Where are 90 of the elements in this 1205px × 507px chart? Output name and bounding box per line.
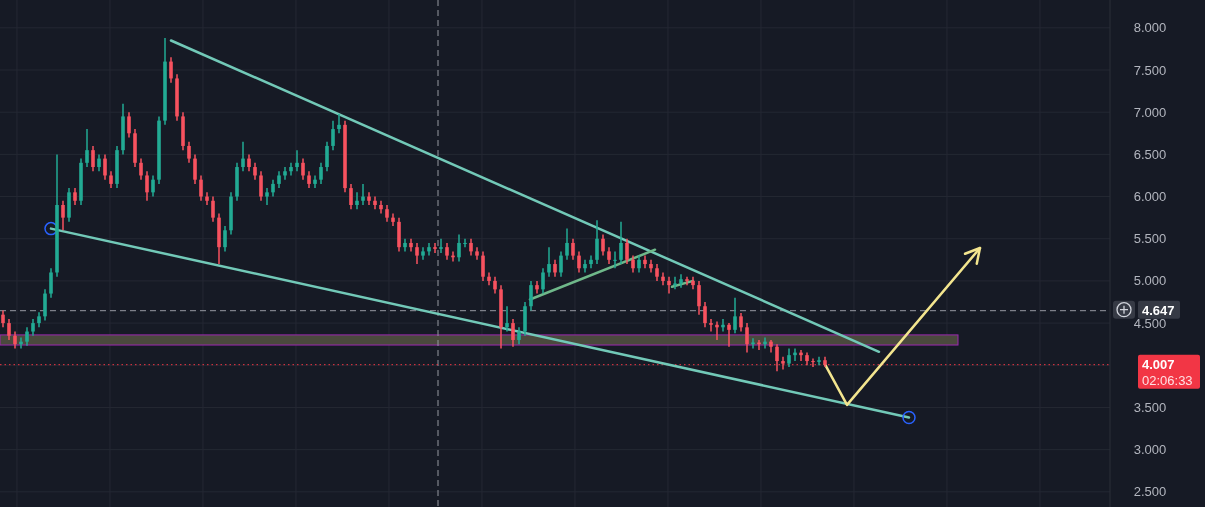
candlestick <box>313 174 317 189</box>
candlestick <box>775 343 779 372</box>
candlestick <box>505 305 509 333</box>
candlestick <box>745 322 749 354</box>
candlestick <box>223 225 227 253</box>
candlestick <box>295 149 299 172</box>
candlestick <box>145 170 149 202</box>
candlestick <box>529 280 533 312</box>
candlestick <box>541 267 545 295</box>
candlestick <box>703 301 707 329</box>
candlestick <box>511 318 515 348</box>
candlestick <box>595 219 599 265</box>
candlestick <box>25 326 29 347</box>
candlestick <box>49 267 53 299</box>
candlestick <box>457 233 461 263</box>
candlestick <box>559 250 563 278</box>
candlestick <box>787 347 791 368</box>
candlestick <box>739 312 743 333</box>
candlestick <box>439 237 443 254</box>
candlestick <box>151 174 155 198</box>
candlestick <box>661 271 665 286</box>
candlestick <box>169 56 173 84</box>
candlestick <box>241 140 245 172</box>
y-tick-label: 5.500 <box>1133 231 1167 247</box>
candlestick <box>127 111 131 139</box>
y-tick-label: 7.000 <box>1133 104 1167 120</box>
candlestick <box>103 153 107 181</box>
candlestick <box>727 322 731 348</box>
candlestick <box>337 113 341 135</box>
y-tick-label: 6.500 <box>1133 146 1167 162</box>
candlestick <box>781 356 785 371</box>
y-tick-label: 3.500 <box>1133 400 1167 416</box>
candlestick <box>433 242 437 254</box>
candlestick <box>61 200 65 232</box>
candlestick <box>547 246 551 278</box>
candlestick <box>355 191 359 210</box>
candlestick <box>685 275 689 286</box>
candlestick <box>325 140 329 172</box>
candlestick <box>565 227 569 261</box>
y-tick-label: 3.000 <box>1133 442 1167 458</box>
y-tick-label: 6.000 <box>1133 189 1167 205</box>
candlestick <box>259 170 263 202</box>
candlestick <box>751 337 755 350</box>
y-tick-label: 8.000 <box>1133 20 1167 36</box>
candlestick <box>265 187 269 206</box>
candlestick <box>613 250 617 270</box>
candlestick <box>283 166 287 181</box>
candlestick <box>817 356 821 367</box>
candlestick <box>667 275 671 295</box>
candlestick <box>193 153 197 185</box>
y-tick-label: 7.500 <box>1133 62 1167 78</box>
candlestick <box>331 119 335 151</box>
candlestick <box>625 237 629 265</box>
candlestick <box>535 280 539 295</box>
y-tick-label: 4.500 <box>1133 315 1167 331</box>
candlestick <box>757 339 761 351</box>
candlestick <box>301 157 305 181</box>
candlestick <box>811 357 815 368</box>
candlestick <box>361 183 365 206</box>
candlestick <box>415 242 419 265</box>
y-tick-label: 5.000 <box>1133 273 1167 289</box>
candlestick <box>391 212 395 227</box>
candlestick <box>187 140 191 164</box>
candlestick <box>733 297 737 334</box>
candlestick <box>487 271 491 286</box>
candlestick <box>673 275 677 291</box>
candlestick <box>91 145 95 172</box>
candlestick <box>481 250 485 282</box>
candlestick <box>427 242 431 257</box>
candlestick <box>7 318 11 341</box>
candlestick <box>205 191 209 206</box>
candlestick <box>211 195 215 223</box>
ref-line-label: 4.007 02:06:33 <box>1142 356 1193 388</box>
candlestick <box>601 233 605 257</box>
candlestick <box>319 162 323 185</box>
candlestick <box>199 174 203 202</box>
y-tick-label: 2.500 <box>1133 484 1167 500</box>
candlestick <box>43 288 47 322</box>
candlestick <box>463 237 467 248</box>
candlestick <box>619 221 623 265</box>
candlestick <box>85 128 89 168</box>
candlestick <box>349 183 353 210</box>
candlestick <box>697 280 701 316</box>
candlestick <box>571 237 575 261</box>
candlestick <box>679 273 683 289</box>
candlestick <box>709 318 713 333</box>
candlestick <box>577 250 581 274</box>
candlestick <box>367 191 371 206</box>
ref-line-label: 4.647 <box>1142 302 1175 318</box>
candlestick <box>139 157 143 181</box>
